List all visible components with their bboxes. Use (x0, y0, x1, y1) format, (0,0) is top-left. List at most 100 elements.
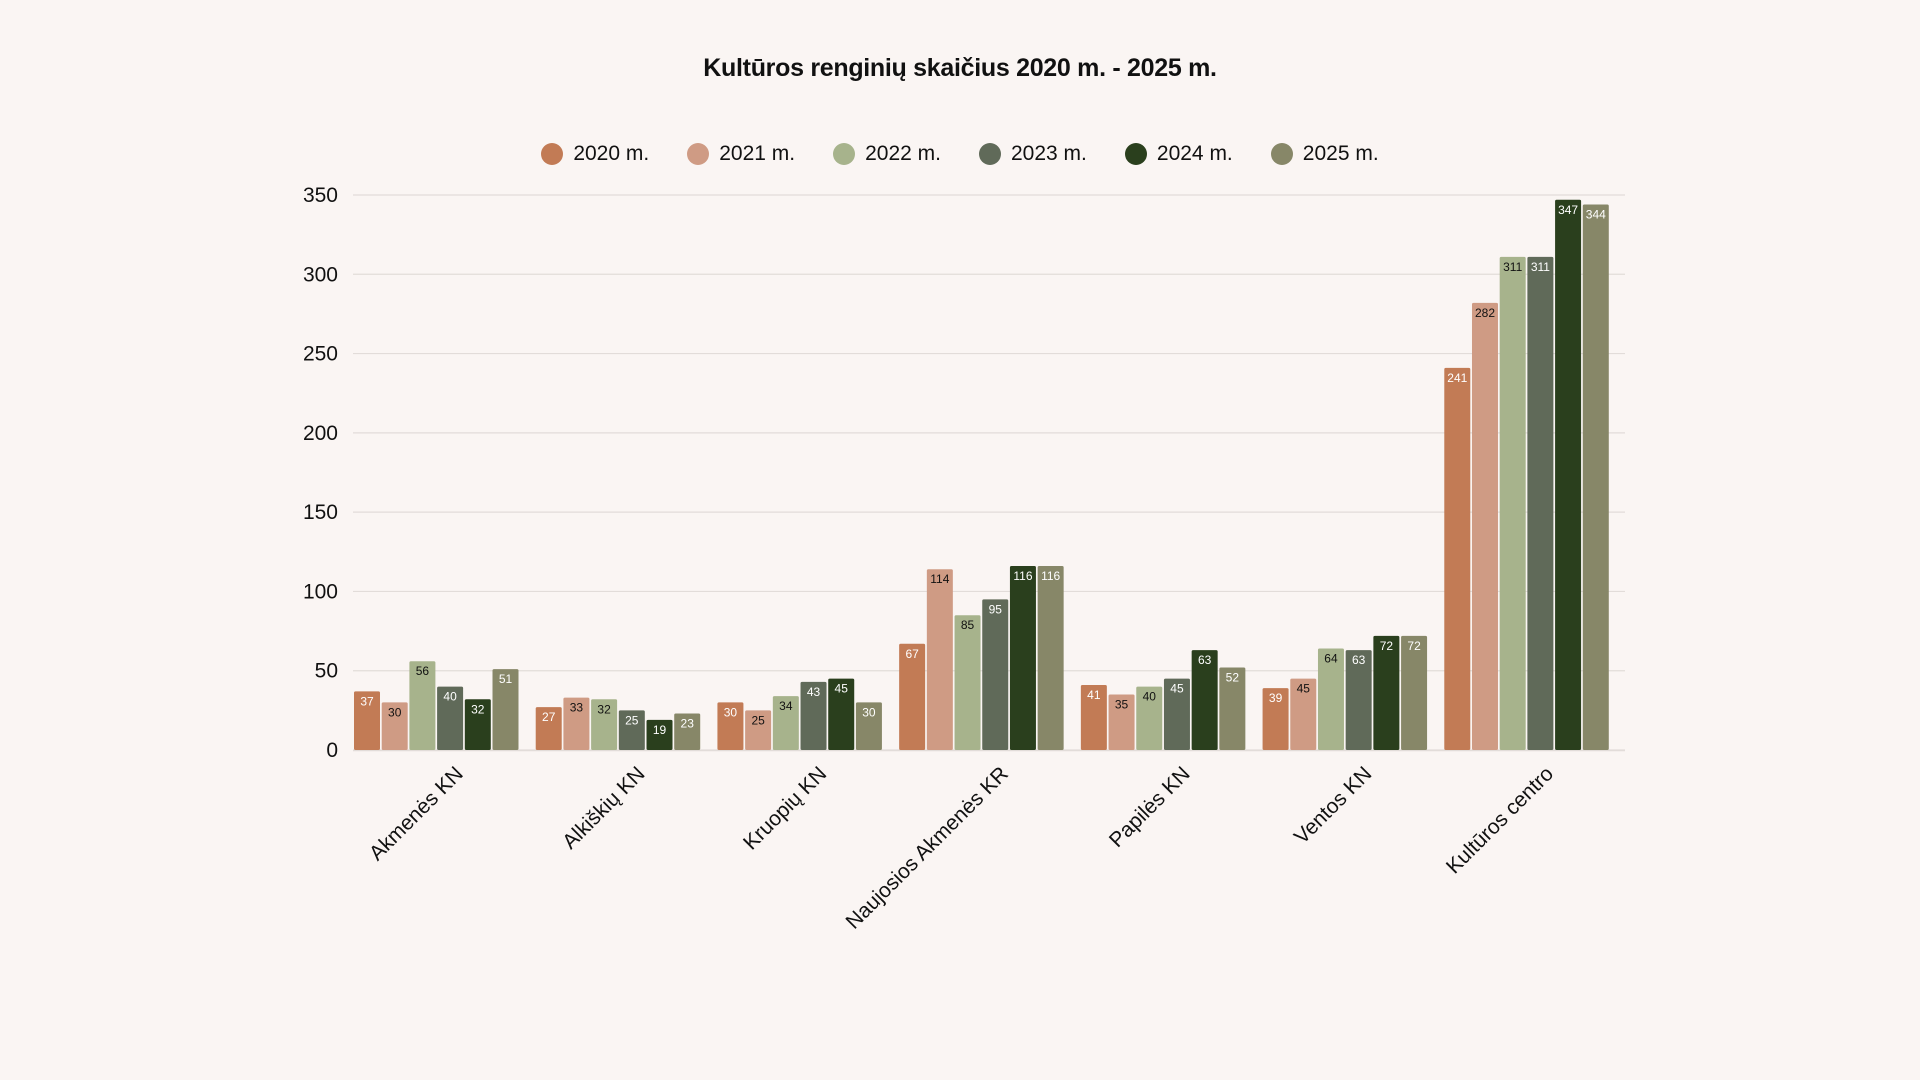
data-label: 32 (597, 702, 611, 716)
legend-marker-icon (833, 143, 856, 165)
bar[interactable] (437, 686, 464, 750)
legend-label: 2021 m. (719, 142, 796, 165)
data-label: 116 (1041, 569, 1060, 583)
data-label: 51 (499, 672, 513, 686)
x-tick-label: Naujosios Akmenės KR (841, 762, 1012, 933)
bar[interactable] (563, 697, 590, 750)
data-label: 67 (905, 647, 919, 661)
bar[interactable] (745, 710, 772, 750)
bar[interactable] (899, 643, 926, 750)
data-label: 33 (570, 701, 584, 715)
bar[interactable] (409, 661, 436, 750)
data-label: 45 (1297, 682, 1311, 696)
legend-marker-icon (1270, 143, 1293, 165)
y-tick-label: 50 (315, 660, 338, 683)
legend-item[interactable]: 2022 m. (833, 142, 941, 166)
bar[interactable] (926, 569, 953, 750)
data-label: 64 (1324, 652, 1338, 666)
bar[interactable] (535, 707, 562, 750)
data-label: 43 (807, 685, 821, 699)
x-tick-label: Kultūros centro (1442, 762, 1558, 878)
bar[interactable] (1136, 686, 1163, 750)
bar[interactable] (492, 669, 519, 750)
legend-item[interactable]: 2021 m. (687, 142, 795, 166)
bar[interactable] (1290, 678, 1317, 750)
bar[interactable] (772, 696, 799, 750)
bar[interactable] (674, 713, 701, 750)
x-tick-label: Papilės KN (1105, 762, 1195, 852)
bar[interactable] (1163, 678, 1190, 750)
bar[interactable] (464, 699, 491, 750)
bar[interactable] (800, 681, 827, 750)
x-tick-label: Akmenės KN (365, 762, 468, 865)
bar[interactable] (1471, 302, 1498, 750)
bar[interactable] (982, 599, 1009, 750)
bar[interactable] (954, 615, 981, 750)
data-label: 30 (724, 705, 738, 719)
legend-item[interactable]: 2020 m. (541, 142, 649, 166)
data-label: 35 (1115, 698, 1129, 712)
bar[interactable] (1555, 199, 1582, 750)
data-label: 72 (1380, 639, 1394, 653)
data-label: 39 (1269, 691, 1283, 705)
data-label: 32 (471, 702, 485, 716)
bar[interactable] (1108, 694, 1135, 751)
data-label: 63 (1198, 653, 1212, 667)
legend-label: 2024 m. (1156, 142, 1233, 165)
legend-marker-icon (541, 143, 564, 165)
bar[interactable] (828, 678, 855, 750)
bar[interactable] (1219, 667, 1246, 750)
bar[interactable] (646, 719, 673, 750)
legend-label: 2023 m. (1011, 142, 1087, 165)
bar[interactable] (1582, 204, 1609, 750)
data-label: 19 (653, 723, 667, 737)
data-label: 85 (961, 618, 975, 632)
y-tick-label: 350 (303, 184, 338, 207)
bar[interactable] (618, 710, 645, 750)
legend-label: 2020 m. (573, 142, 650, 165)
bar[interactable] (1345, 650, 1372, 750)
data-label: 311 (1503, 260, 1522, 274)
legend-marker-icon (979, 143, 1001, 165)
bar[interactable] (1373, 635, 1400, 750)
legend-item[interactable]: 2024 m. (1124, 142, 1233, 166)
y-tick-label: 250 (303, 343, 338, 366)
data-label: 52 (1226, 671, 1240, 685)
bar[interactable] (591, 699, 618, 750)
legend-label: 2022 m. (865, 142, 941, 165)
y-tick-label: 0 (326, 739, 338, 762)
data-label: 116 (1013, 569, 1032, 583)
bar[interactable] (1444, 367, 1471, 750)
bar[interactable] (1080, 684, 1107, 750)
x-axis-labels: Akmenės KN Alkiškių KN Kruopių KN Naujosios… (365, 762, 1558, 933)
legend-item[interactable]: 2023 m. (979, 142, 1087, 166)
data-label: 45 (1170, 682, 1184, 696)
y-axis-ticks: 0 50 100 150 200 250 300 350 (303, 184, 338, 762)
bar[interactable] (354, 691, 380, 750)
bar[interactable] (1499, 256, 1526, 750)
bar[interactable] (1037, 566, 1064, 750)
y-tick-label: 100 (303, 580, 338, 603)
data-label: 282 (1475, 306, 1495, 320)
data-label: 45 (835, 682, 849, 696)
data-label: 114 (930, 572, 949, 586)
data-label: 34 (779, 699, 793, 713)
bar[interactable] (1262, 688, 1289, 750)
legend-item[interactable]: 2025 m. (1270, 142, 1379, 166)
legend-marker-icon (1124, 143, 1147, 165)
bar[interactable] (717, 702, 744, 750)
data-label: 63 (1352, 653, 1366, 667)
bar[interactable] (1009, 566, 1036, 750)
bar[interactable] (381, 702, 408, 750)
data-label: 95 (989, 602, 1003, 616)
data-label: 344 (1586, 208, 1606, 222)
legend-label: 2025 m. (1302, 142, 1379, 165)
bar[interactable] (1191, 650, 1218, 750)
data-label: 37 (360, 694, 374, 708)
data-label: 25 (625, 713, 639, 727)
data-label: 72 (1407, 639, 1421, 653)
bar[interactable] (1527, 256, 1554, 750)
bar[interactable] (1317, 648, 1344, 750)
bar[interactable] (855, 702, 882, 750)
bar[interactable] (1401, 635, 1428, 750)
